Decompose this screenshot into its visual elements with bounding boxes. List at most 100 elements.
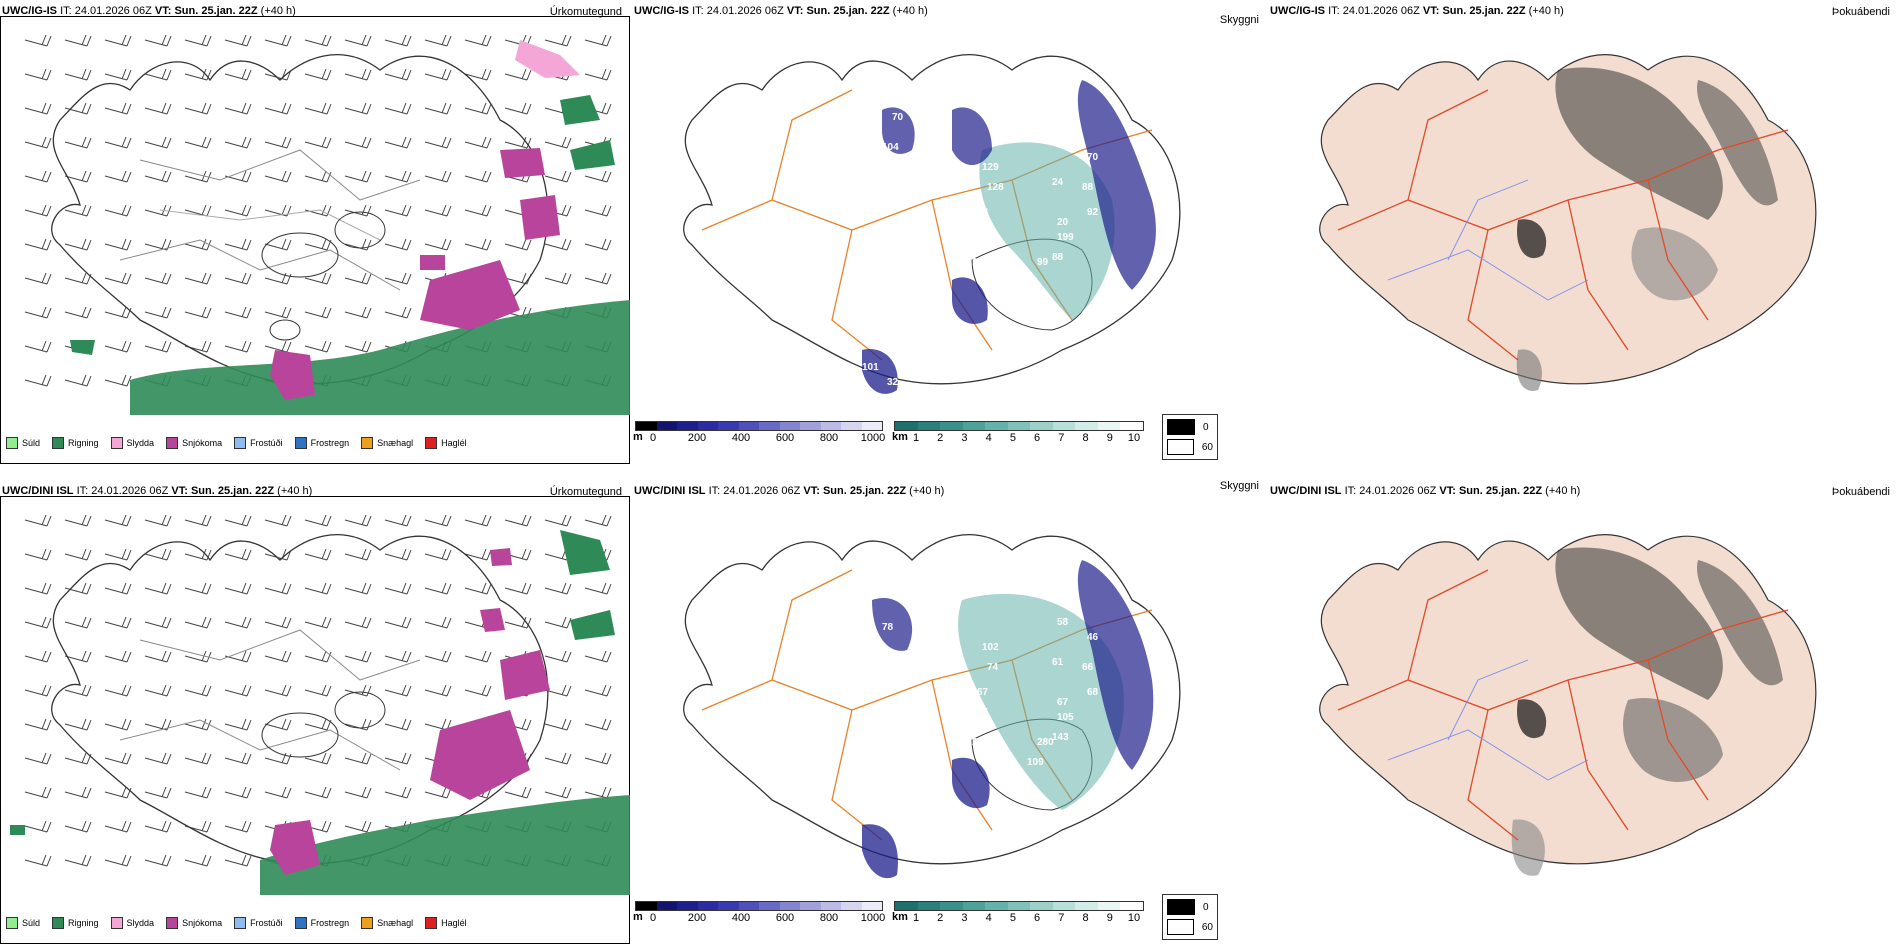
- colorbar-segment: [841, 902, 862, 910]
- colorbar-segment: [1030, 902, 1053, 910]
- colorbar-tick: 4: [985, 432, 992, 444]
- wind-barb: [424, 684, 452, 697]
- wind-barb: [584, 650, 612, 663]
- wind-barb: [24, 752, 52, 765]
- cloudbase-label: 32: [887, 377, 899, 388]
- wind-barb: [224, 548, 252, 561]
- wind-barb: [24, 582, 52, 595]
- cloudbase-label: 70: [892, 112, 904, 123]
- wind-barb: [344, 170, 372, 183]
- wind-barb: [104, 340, 132, 353]
- wind-barb: [584, 170, 612, 183]
- wind-barb: [24, 136, 52, 149]
- cloudbase-label: 139: [947, 257, 964, 268]
- wind-barb: [264, 34, 292, 47]
- wind-barb: [384, 136, 412, 149]
- wind-barb: [544, 170, 572, 183]
- wind-barb: [384, 548, 412, 561]
- cloudbase-label: 102: [982, 642, 999, 653]
- legend-item: Frostúði: [234, 917, 283, 929]
- wind-barb: [344, 204, 372, 217]
- colorbar-tick: 9: [1106, 432, 1113, 444]
- colorbar-segment: [759, 422, 780, 430]
- wind-barb: [264, 170, 292, 183]
- cloudbase-label: 94: [887, 237, 899, 248]
- wind-barb: [464, 238, 492, 251]
- wind-barb: [544, 786, 572, 799]
- panel-title: UWC/DINI ISL IT: 24.01.2026 06Z VT: Sun.…: [1270, 485, 1581, 497]
- wind-barb: [184, 34, 212, 47]
- fog-panel-top: UWC/IG-IS IT: 24.01.2026 06Z VT: Sun. 25…: [1268, 0, 1898, 470]
- colorbar-tick: 7: [1058, 432, 1065, 444]
- colorbar-tick: 5: [1009, 912, 1016, 924]
- cloudbase-label: 20: [1057, 217, 1069, 228]
- wind-barb: [224, 34, 252, 47]
- legend-swatch: [361, 437, 374, 449]
- wind-barb: [384, 34, 412, 47]
- wind-barb: [144, 136, 172, 149]
- wind-barb: [224, 306, 252, 319]
- legend-swatch: [425, 917, 438, 929]
- colorbar-segment: [1097, 422, 1121, 430]
- wind-barb: [424, 616, 452, 629]
- wind-barb: [64, 786, 92, 799]
- wind-barb: [224, 102, 252, 115]
- wind-barb: [64, 238, 92, 251]
- wind-barb: [24, 102, 52, 115]
- legend-item: Slydda: [110, 917, 154, 929]
- legend-swatch: [110, 917, 123, 929]
- cloudbase-label: 92: [1087, 207, 1099, 218]
- fog-key: 0 60: [1162, 414, 1218, 460]
- wind-barb: [504, 786, 532, 799]
- cloudbase-label: 66: [1082, 662, 1094, 673]
- wind-barb: [64, 820, 92, 833]
- cloudbase-label: 103: [942, 162, 959, 173]
- legend-swatch: [425, 437, 438, 449]
- wind-barb: [344, 340, 372, 353]
- cloudbase-label: 97: [977, 227, 989, 238]
- cloudbase-label: 88: [1052, 252, 1064, 263]
- wind-barb: [304, 786, 332, 799]
- wind-barb: [464, 684, 492, 697]
- cloudbase-label: 24: [1052, 177, 1064, 188]
- wind-barb: [304, 582, 332, 595]
- wind-barb: [264, 102, 292, 115]
- colorbar-segment: [636, 902, 657, 910]
- wind-barb: [344, 238, 372, 251]
- wind-barb: [424, 204, 452, 217]
- cloudbase-label: 105: [1057, 712, 1074, 723]
- wind-barb: [64, 102, 92, 115]
- wind-barb: [384, 514, 412, 527]
- wind-barb: [304, 616, 332, 629]
- wind-barb: [24, 170, 52, 183]
- colorbar-segment: [656, 422, 677, 430]
- legend-swatch: [166, 917, 179, 929]
- cloudbase-label: 67: [1057, 697, 1069, 708]
- wind-barb: [24, 272, 52, 285]
- colorbar-segment: [940, 422, 963, 430]
- wind-barb: [104, 684, 132, 697]
- visibility-bar: [894, 421, 1144, 431]
- colorbar-segment: [917, 422, 941, 430]
- wind-barb: [24, 374, 52, 387]
- legend-item: Snjókoma: [166, 917, 222, 929]
- colorbar-segment: [779, 902, 800, 910]
- panel-title: UWC/IG-IS IT: 24.01.2026 06Z VT: Sun. 25…: [1270, 5, 1564, 17]
- wind-barb: [104, 306, 132, 319]
- wind-barb: [144, 582, 172, 595]
- legend-swatch: [52, 437, 65, 449]
- wind-barb: [184, 582, 212, 595]
- cloud-panel-bottom: UWC/DINI ISL IT: 24.01.2026 06Z VT: Sun.…: [632, 480, 1267, 950]
- wind-barb: [24, 514, 52, 527]
- wind-barb: [544, 582, 572, 595]
- cloudbase-label: 199: [1057, 232, 1074, 243]
- colorbar-tick: 400: [731, 432, 751, 444]
- cloudbase-label: 43: [1007, 807, 1019, 818]
- cloudbase-label: 85: [892, 592, 904, 603]
- cloudbase-label: 75: [977, 707, 989, 718]
- cloudbase-label: 74: [987, 662, 999, 673]
- colorbar-segment: [895, 422, 918, 430]
- wind-barb: [184, 616, 212, 629]
- wind-barb: [464, 34, 492, 47]
- legend-swatch: [6, 437, 18, 449]
